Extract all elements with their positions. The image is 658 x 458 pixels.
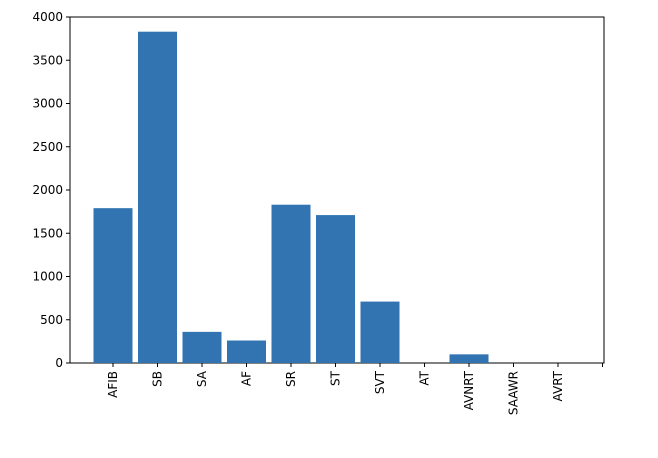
y-tick-label: 4000 — [32, 10, 63, 24]
bar — [227, 340, 266, 363]
x-tick-label: AF — [240, 371, 254, 386]
x-tick-label: SR — [284, 371, 298, 387]
x-tick-label: AT — [418, 370, 432, 385]
y-tick-label: 2500 — [32, 140, 63, 154]
y-tick-label: 1000 — [32, 270, 63, 284]
x-tick-label: SVT — [373, 370, 387, 394]
bar — [182, 331, 222, 363]
x-tick-label: SB — [151, 371, 165, 387]
y-tick-label: 0 — [55, 356, 63, 370]
bar — [360, 301, 400, 363]
bar — [138, 31, 177, 364]
x-tick-label: AVRT — [551, 370, 565, 401]
x-tick-label: AVNRT — [462, 370, 476, 410]
bar — [316, 215, 355, 363]
y-tick-label: 3000 — [32, 97, 63, 111]
y-tick-label: 500 — [40, 313, 63, 327]
x-tick-label: AFIB — [106, 371, 120, 398]
y-tick-label: 1500 — [32, 226, 63, 240]
y-tick-label: 3500 — [32, 53, 63, 67]
bar — [93, 208, 133, 363]
y-tick-label: 2000 — [32, 183, 63, 197]
x-tick-label: ST — [329, 370, 343, 386]
x-tick-label: SA — [195, 370, 209, 387]
bar — [271, 204, 311, 363]
bar — [449, 354, 489, 363]
x-tick-label: SAAWR — [507, 371, 521, 415]
